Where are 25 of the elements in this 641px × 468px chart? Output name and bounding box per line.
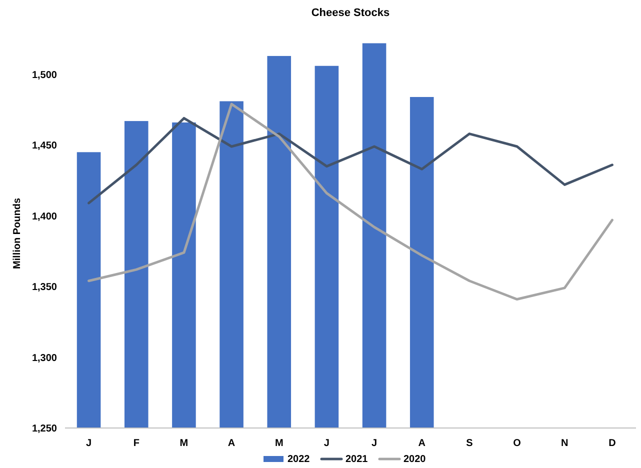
y-tick-label: 1,300 <box>32 352 58 364</box>
x-tick-label: J <box>324 438 330 449</box>
x-tick-label: N <box>561 438 568 449</box>
legend-label: 2020 <box>404 454 426 465</box>
x-tick-label: D <box>608 438 616 449</box>
y-axis-title: Million Pounds <box>12 198 23 270</box>
y-tick-label: 1,350 <box>32 282 58 294</box>
line-series <box>88 116 614 204</box>
x-tick-label: O <box>513 438 522 449</box>
y-tick-label: 1,450 <box>32 140 58 152</box>
x-tick-label: M <box>274 438 284 449</box>
x-tick-label: S <box>466 438 474 449</box>
x-tick-label: J <box>86 438 92 449</box>
x-tick-label: A <box>418 438 426 449</box>
x-tick-label: F <box>133 438 140 449</box>
y-tick-label: 1,500 <box>32 70 58 81</box>
line-series <box>88 102 614 301</box>
y-tick-label: 1,250 <box>32 424 58 434</box>
x-tick-label: A <box>228 438 236 449</box>
x-tick-label: M <box>180 438 188 449</box>
legend-label: 2022 <box>288 454 310 465</box>
y-tick-label: 1,400 <box>32 211 58 222</box>
legend-label: 2021 <box>346 454 368 465</box>
x-tick-label: J <box>372 438 378 449</box>
chart-title: Cheese Stocks <box>311 7 390 19</box>
